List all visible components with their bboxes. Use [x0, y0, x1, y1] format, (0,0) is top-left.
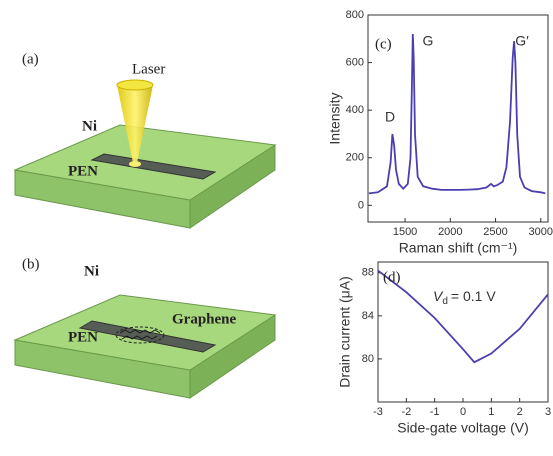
peak-label: G′	[515, 33, 529, 49]
pen-label: PEN	[68, 163, 98, 179]
x-tick-label: -2	[401, 406, 411, 418]
annotation-text: = 0.1 V	[451, 288, 496, 304]
x-tick-label: 3000	[529, 226, 553, 238]
laser-label: Laser	[132, 61, 165, 77]
peak-label: D	[385, 109, 395, 125]
y-tick-label: 84	[362, 310, 374, 322]
pen-label: PEN	[68, 329, 98, 345]
graphene-label: Graphene	[172, 311, 237, 327]
x-tick-label: 2	[517, 406, 523, 418]
plot-frame	[378, 262, 548, 402]
x-tick-label: 0	[460, 406, 466, 418]
data-line	[378, 271, 548, 363]
peak-label: G	[423, 33, 434, 49]
x-tick-label: 3	[545, 406, 551, 418]
figure: (a) Laser Ni PEN (b) Ni PEN Graphene 150…	[0, 0, 553, 456]
slab-b	[15, 295, 275, 398]
y-axis-label: Drain current (μA)	[337, 276, 353, 388]
x-axis-label: Side-gate voltage (V)	[397, 420, 529, 436]
ni-label: Ni	[84, 263, 99, 279]
ni-label: Ni	[82, 118, 97, 134]
y-tick-label: 88	[362, 267, 374, 279]
y-tick-label: 0	[358, 199, 364, 211]
y-axis-label: Intensity	[327, 92, 343, 144]
x-tick-label: -3	[373, 406, 383, 418]
y-tick-label: 600	[346, 56, 364, 68]
y-tick-label: 80	[362, 353, 374, 365]
x-tick-label: 2500	[483, 226, 507, 238]
y-tick-label: 800	[346, 9, 364, 21]
slab-a	[15, 80, 275, 228]
x-tick-label: 1	[488, 406, 494, 418]
panel-label: (b)	[22, 256, 40, 272]
x-tick-label: -1	[430, 406, 440, 418]
x-tick-label: 2000	[438, 226, 462, 238]
panel-label: (c)	[375, 36, 392, 52]
x-axis-label: Raman shift (cm⁻¹)	[399, 240, 518, 256]
panel-label: (d)	[383, 269, 401, 285]
annotation-subscript: d	[442, 296, 448, 307]
x-tick-label: 1500	[393, 226, 417, 238]
panel-label: (a)	[22, 51, 39, 67]
y-tick-label: 400	[346, 104, 364, 116]
y-tick-label: 200	[346, 152, 364, 164]
page: {"diagrams": { "a": {"label": "(a)", "la…	[0, 0, 553, 456]
data-line	[369, 34, 545, 193]
annotation: Vd= 0.1 V	[433, 288, 496, 307]
